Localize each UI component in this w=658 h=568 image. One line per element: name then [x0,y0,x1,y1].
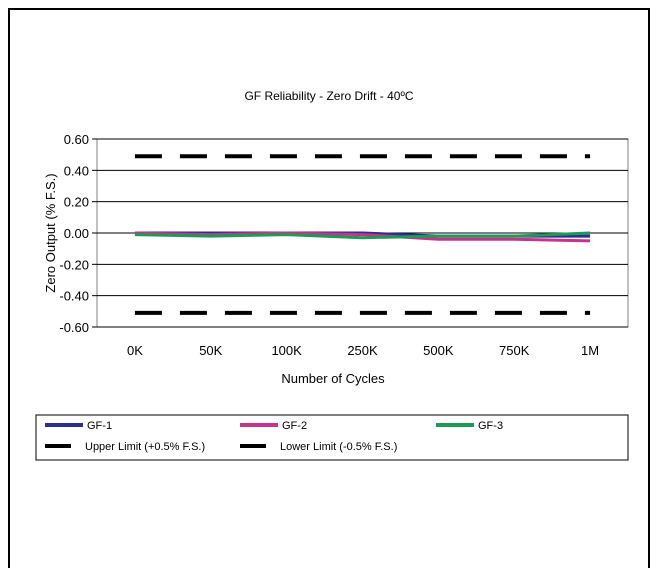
x-tick-label: 500K [423,343,454,358]
series-line-2 [134,231,591,240]
y-tick-label: 0.00 [64,226,89,241]
x-tick-label: 250K [347,343,378,358]
legend-label-0: GF-1 [87,420,112,432]
x-tick-label: 100K [271,343,302,358]
series-line-1 [134,231,591,243]
chart-frame [8,8,650,568]
legend-label-1: GF-2 [282,420,307,432]
y-tick-label: -0.40 [59,289,89,304]
y-tick-label: -0.20 [59,257,89,272]
x-tick-label: 750K [499,343,530,358]
y-tick-label: -0.60 [59,320,89,335]
x-tick-label: 0K [127,343,143,358]
y-tick-label: 0.40 [64,163,89,178]
y-tick-label: 0.60 [64,132,89,147]
x-tick-label: 1M [581,343,599,358]
legend-label-3: Upper Limit (+0.5% F.S.) [85,441,205,453]
x-axis-label: Number of Cycles [281,371,385,386]
legend-label-2: GF-3 [478,420,503,432]
legend-box [35,414,629,461]
chart-title: GF Reliability - Zero Drift - 40ºC [244,89,413,103]
y-tick-label: 0.20 [64,195,89,210]
legend-label-4: Lower Limit (-0.5% F.S.) [280,441,397,453]
x-tick-label: 50K [199,343,222,358]
y-axis-label: Zero Output (% F.S.) [43,173,58,292]
